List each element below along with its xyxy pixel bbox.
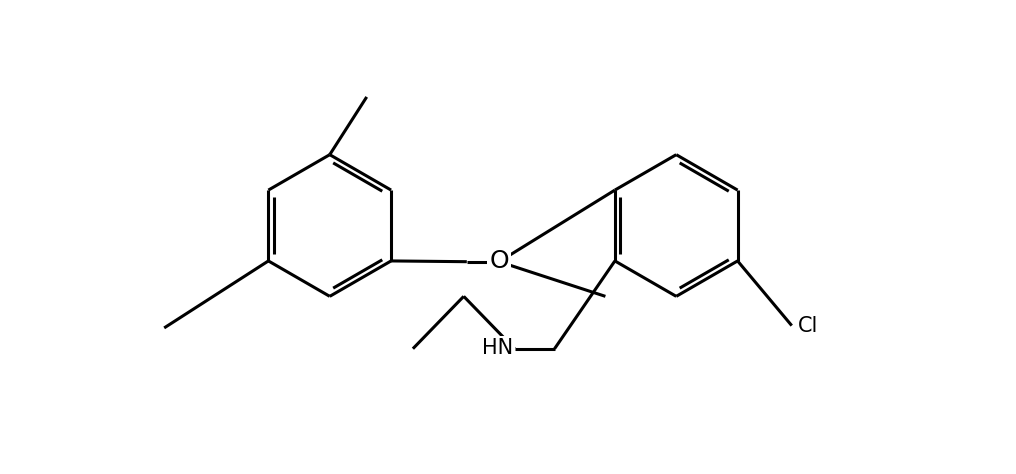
Text: O: O: [490, 249, 509, 273]
Text: HN: HN: [482, 338, 513, 358]
Text: Cl: Cl: [798, 316, 818, 336]
